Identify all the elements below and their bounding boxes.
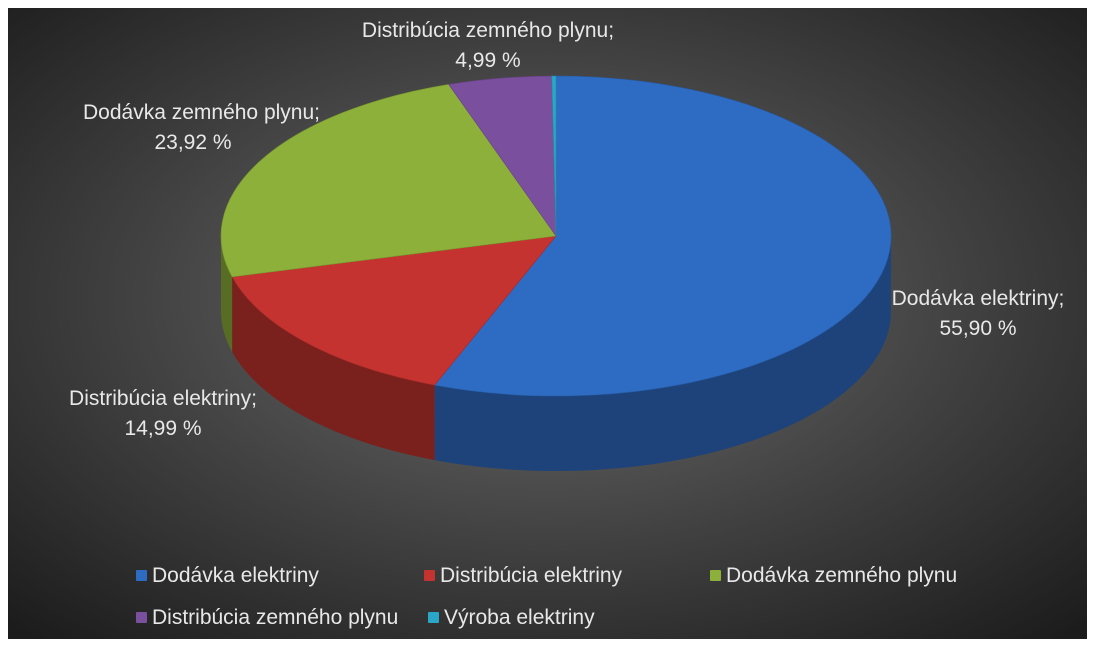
pie-slice-dodavka-elektriny[interactable] (434, 75, 892, 397)
data-label-category: Distribúcia elektriny (69, 387, 252, 410)
data-label-category: Dodávka zemného plynu (83, 101, 315, 124)
data-label-dodavka-elektriny: Dodávka elektriny; 55,90 % (888, 284, 1068, 344)
legend-item-distribucia-zemneho-plynu[interactable]: Distribúcia zemného plynu (136, 603, 398, 633)
pie-side-dodavka-elektriny (434, 236, 891, 471)
data-label-value: 4,99 % (455, 49, 521, 72)
pie-side-distribucia-elektriny (232, 276, 435, 461)
data-label-dodavka-zemneho-plynu: Dodávka zemného plynu; 23,92 % (83, 98, 320, 158)
data-label-category: Distribúcia zemného plynu (361, 19, 609, 42)
pie-slice-distribucia-elektriny[interactable] (231, 235, 557, 386)
data-label-value: 14,99 % (124, 417, 202, 440)
data-label-category: Dodávka elektriny (891, 287, 1059, 310)
data-label-value: 23,92 % (154, 131, 232, 154)
legend-row: Dodávka elektriny Distribúcia elektriny … (8, 561, 1087, 591)
legend-item-dodavka-elektriny[interactable]: Dodávka elektriny (136, 561, 319, 591)
legend-label: Dodávka elektriny (152, 564, 319, 587)
data-label-separator: ; (608, 19, 615, 42)
legend-swatch-icon (710, 570, 721, 581)
data-label-separator: ; (1058, 287, 1065, 310)
data-label-distribucia-elektriny: Distribúcia elektriny; 14,99 % (48, 384, 278, 444)
pie-chart (8, 8, 1087, 639)
pie-side-dodavka-zemneho-plynu (221, 236, 233, 352)
legend-label: Distribúcia zemného plynu (152, 606, 399, 629)
pie-slice-vyroba-elektriny[interactable] (551, 75, 557, 237)
pie-slice-dodavka-zemneho-plynu[interactable] (220, 84, 557, 278)
legend-label: Výroba elektriny (444, 606, 595, 629)
data-label-distribucia-zemneho-plynu: Distribúcia zemného plynu; 4,99 % (348, 16, 628, 76)
chart-area: Dodávka elektriny; 55,90 % Distribúcia e… (8, 8, 1087, 639)
legend-item-vyroba-elektriny[interactable]: Výroba elektriny (428, 603, 595, 633)
legend-swatch-icon (136, 612, 147, 623)
data-label-separator: ; (251, 387, 257, 410)
legend-row: Distribúcia zemného plynu Výroba elektri… (8, 603, 1087, 633)
legend-label: Dodávka zemného plynu (726, 564, 958, 587)
legend-label: Distribúcia elektriny (440, 564, 623, 587)
legend-item-dodavka-zemneho-plynu[interactable]: Dodávka zemného plynu (710, 561, 957, 591)
legend-swatch-icon (136, 570, 147, 581)
legend-swatch-icon (424, 570, 435, 581)
legend-swatch-icon (428, 612, 439, 623)
legend-item-distribucia-elektriny[interactable]: Distribúcia elektriny (424, 561, 622, 591)
data-label-value: 55,90 % (939, 317, 1017, 340)
data-label-separator: ; (314, 101, 320, 124)
